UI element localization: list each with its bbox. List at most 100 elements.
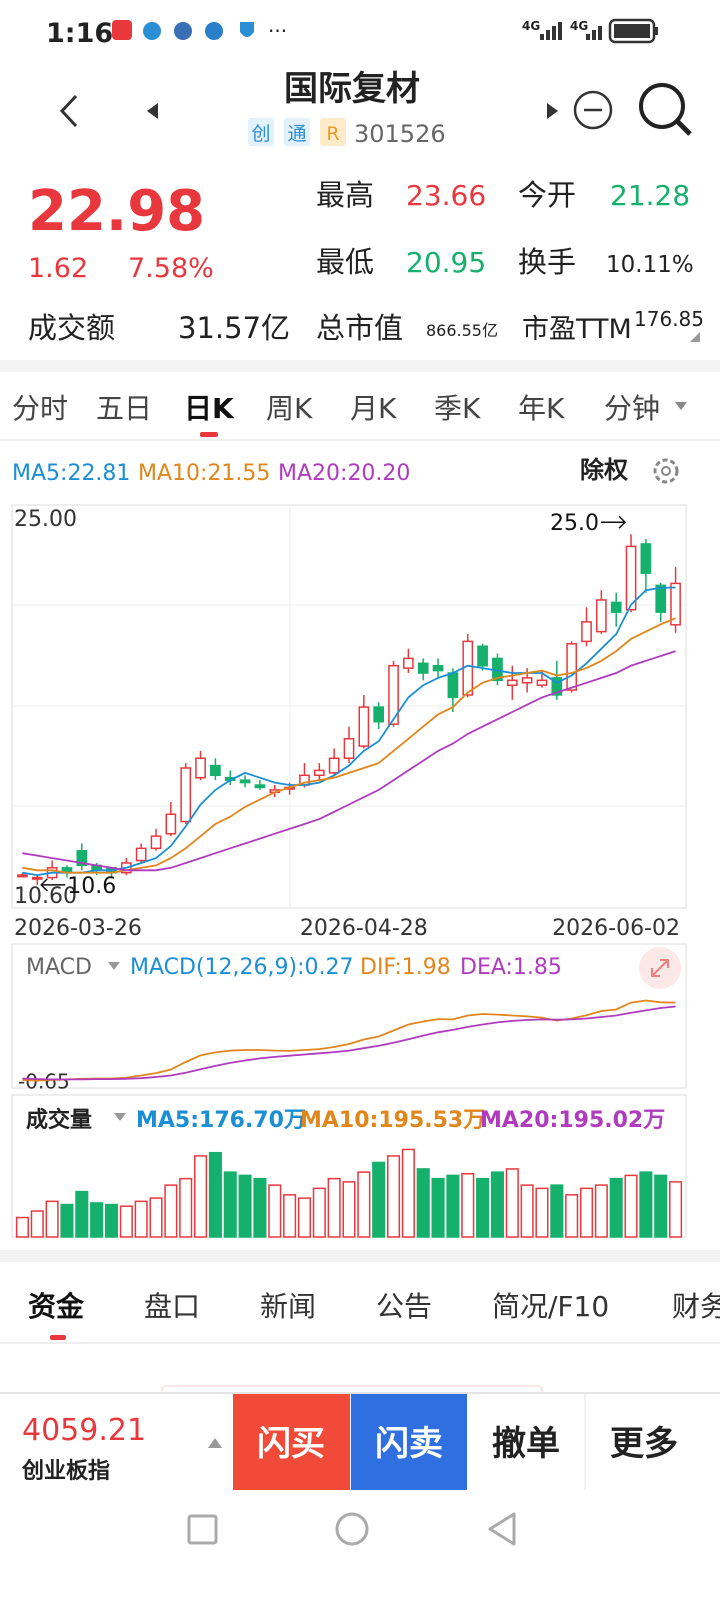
candle-body <box>17 874 28 878</box>
volume-bar <box>194 1155 208 1238</box>
period-tab[interactable]: 年K <box>518 392 565 425</box>
volume-bar <box>565 1194 579 1238</box>
volume-bar <box>30 1210 44 1238</box>
ma-line <box>22 650 676 872</box>
next-stock[interactable] <box>547 103 558 119</box>
candle-body <box>328 757 340 774</box>
stock-tag: R <box>326 123 339 145</box>
period-tab[interactable]: 五日 <box>96 392 152 425</box>
ma-legend: MA10:21.55 <box>138 461 270 486</box>
dropdown-arrow[interactable] <box>675 402 687 410</box>
volume-bar <box>60 1203 74 1238</box>
prev-stock[interactable] <box>147 103 158 119</box>
volume-bar <box>654 1174 668 1238</box>
status-icon <box>112 20 132 40</box>
stat-label: 今开 <box>518 178 576 212</box>
nav-back[interactable] <box>488 1512 516 1546</box>
macd-line <box>22 999 676 1082</box>
candle-body <box>610 601 622 613</box>
period-tab[interactable]: 分钟 <box>604 392 660 425</box>
search-button[interactable] <box>639 83 685 129</box>
info-tab[interactable]: 简况/F10 <box>492 1290 609 1323</box>
status-more: ··· <box>268 19 287 43</box>
tag-bg <box>248 118 274 146</box>
volume-bar <box>164 1184 178 1238</box>
volume-bar <box>461 1173 475 1238</box>
period-tab[interactable]: 季K <box>434 392 481 425</box>
macd-legend: DIF:1.98 <box>360 955 451 980</box>
period-tab[interactable]: 周K <box>266 392 313 425</box>
settings-button[interactable] <box>653 458 679 484</box>
volume-bar <box>535 1187 549 1238</box>
info-tab[interactable]: 新闻 <box>260 1290 316 1323</box>
signal-icon <box>540 22 562 40</box>
status-time: 1:16 <box>46 18 113 49</box>
nav-home[interactable] <box>335 1512 369 1546</box>
expand-corner[interactable] <box>690 332 700 342</box>
tab-indicator <box>200 432 218 437</box>
macd-label[interactable]: MACD <box>26 955 92 980</box>
candle-body <box>135 847 147 862</box>
flash-sell-button[interactable] <box>351 1394 467 1490</box>
volume-bar <box>179 1177 193 1238</box>
candle-body <box>596 599 607 633</box>
back-button[interactable] <box>59 94 78 128</box>
volume-bar <box>312 1187 326 1238</box>
volume-legend: MA20:195.02万 <box>480 1108 665 1133</box>
candle-body <box>403 657 414 669</box>
period-tab[interactable]: 日K <box>184 392 235 425</box>
ma-line <box>22 586 676 877</box>
period-tab[interactable]: 月K <box>350 392 397 425</box>
candle-body <box>313 769 325 777</box>
button-label: 闪卖 <box>375 1424 443 1464</box>
volume-label[interactable]: 成交量 <box>26 1107 92 1133</box>
expand-arrow[interactable] <box>208 1438 222 1448</box>
candle-body <box>239 779 251 784</box>
more-button[interactable]: 更多 <box>610 1424 678 1464</box>
info-tab[interactable]: 公告 <box>376 1290 432 1323</box>
flash-buy-button[interactable] <box>233 1394 350 1490</box>
stat-value: 23.66 <box>406 179 486 212</box>
dropdown-arrow[interactable] <box>114 1113 126 1121</box>
status-icon <box>143 22 161 40</box>
stock-tag: 创 <box>251 123 270 145</box>
stat-value: 10.11% <box>606 252 694 278</box>
battery-level <box>614 24 650 38</box>
period-tab[interactable]: 分时 <box>12 392 68 425</box>
x-tick-label: 2026-03-26 <box>14 916 142 941</box>
stat-label: 换手 <box>518 245 576 279</box>
remove-watch[interactable] <box>573 90 613 130</box>
stat-label: 最高 <box>316 178 374 212</box>
status-network: 4G <box>570 19 588 33</box>
info-tab[interactable]: 财务 <box>672 1290 720 1323</box>
index-name: 创业板指 <box>21 1459 110 1484</box>
candle-body <box>180 767 192 823</box>
period-tabs: 分时 五日 日K 周K 月K 季K 年K 分钟 <box>12 392 660 425</box>
adjust-toggle[interactable]: 除权 <box>580 456 628 484</box>
candle-body <box>432 664 444 672</box>
x-tick-label: 2026-04-28 <box>300 916 428 941</box>
volume-bar <box>104 1203 119 1238</box>
stat-label: 市盈TTM <box>522 314 632 345</box>
status-icon <box>174 22 192 40</box>
stock-code: 301526 <box>354 120 446 148</box>
settings-icon <box>661 466 671 476</box>
volume-bar <box>446 1174 460 1238</box>
info-tab[interactable]: 资金 <box>28 1290 85 1323</box>
cancel-order-button[interactable]: 撤单 <box>492 1424 560 1464</box>
index-value: 4059.21 <box>22 1413 146 1448</box>
dropdown-arrow[interactable] <box>108 962 120 970</box>
candle-body <box>165 813 177 835</box>
candle-body <box>388 664 399 725</box>
info-tab[interactable]: 盘口 <box>144 1290 200 1323</box>
min-label: 10.6 <box>67 874 116 899</box>
nav-recents[interactable] <box>187 1514 218 1545</box>
stat-label: 成交额 <box>28 311 115 345</box>
search-icon <box>675 119 692 136</box>
y-tick-label: 25.00 <box>14 507 77 532</box>
volume-bar <box>149 1197 163 1238</box>
button-label: 闪买 <box>257 1424 325 1464</box>
candle-body <box>447 672 459 699</box>
min-arrow <box>40 878 66 892</box>
